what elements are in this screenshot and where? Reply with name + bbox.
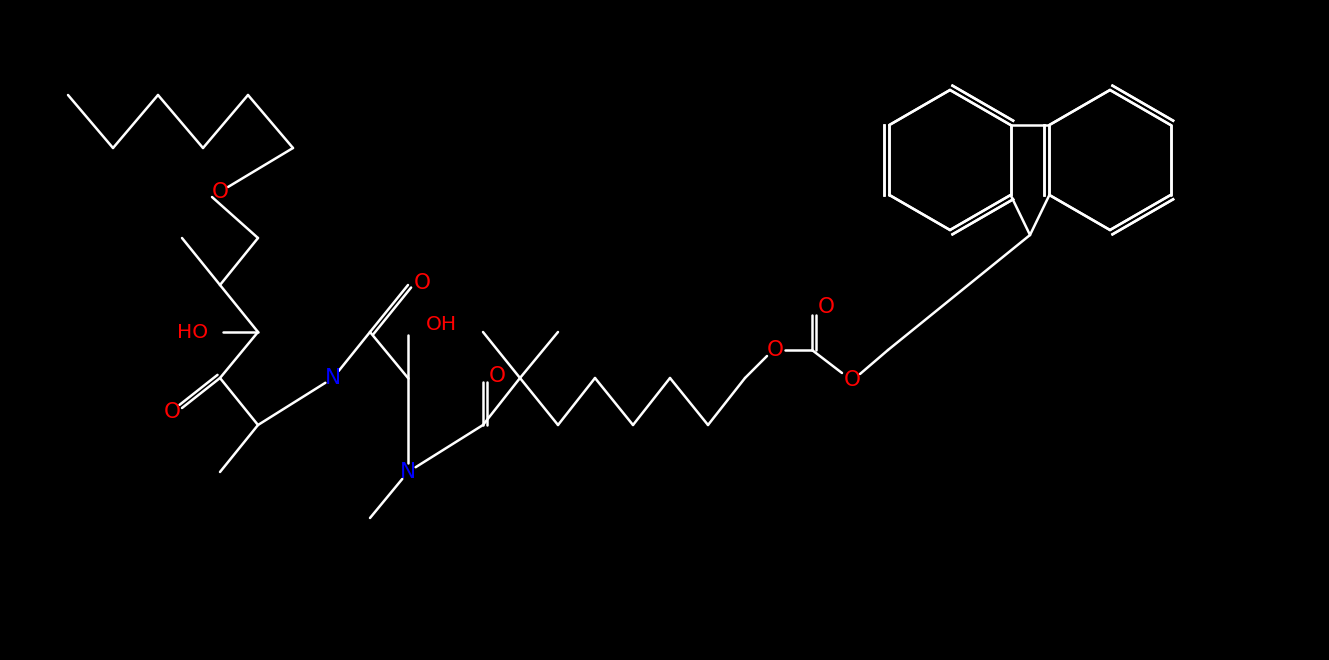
Text: OH: OH bbox=[427, 315, 457, 335]
Text: N: N bbox=[324, 368, 342, 388]
Text: O: O bbox=[489, 366, 505, 386]
Text: HO: HO bbox=[177, 323, 209, 341]
Text: O: O bbox=[413, 273, 431, 293]
Text: N: N bbox=[400, 462, 416, 482]
Text: O: O bbox=[211, 182, 229, 202]
Text: O: O bbox=[767, 340, 784, 360]
Text: O: O bbox=[163, 402, 181, 422]
Text: O: O bbox=[844, 370, 860, 390]
Text: O: O bbox=[817, 297, 835, 317]
